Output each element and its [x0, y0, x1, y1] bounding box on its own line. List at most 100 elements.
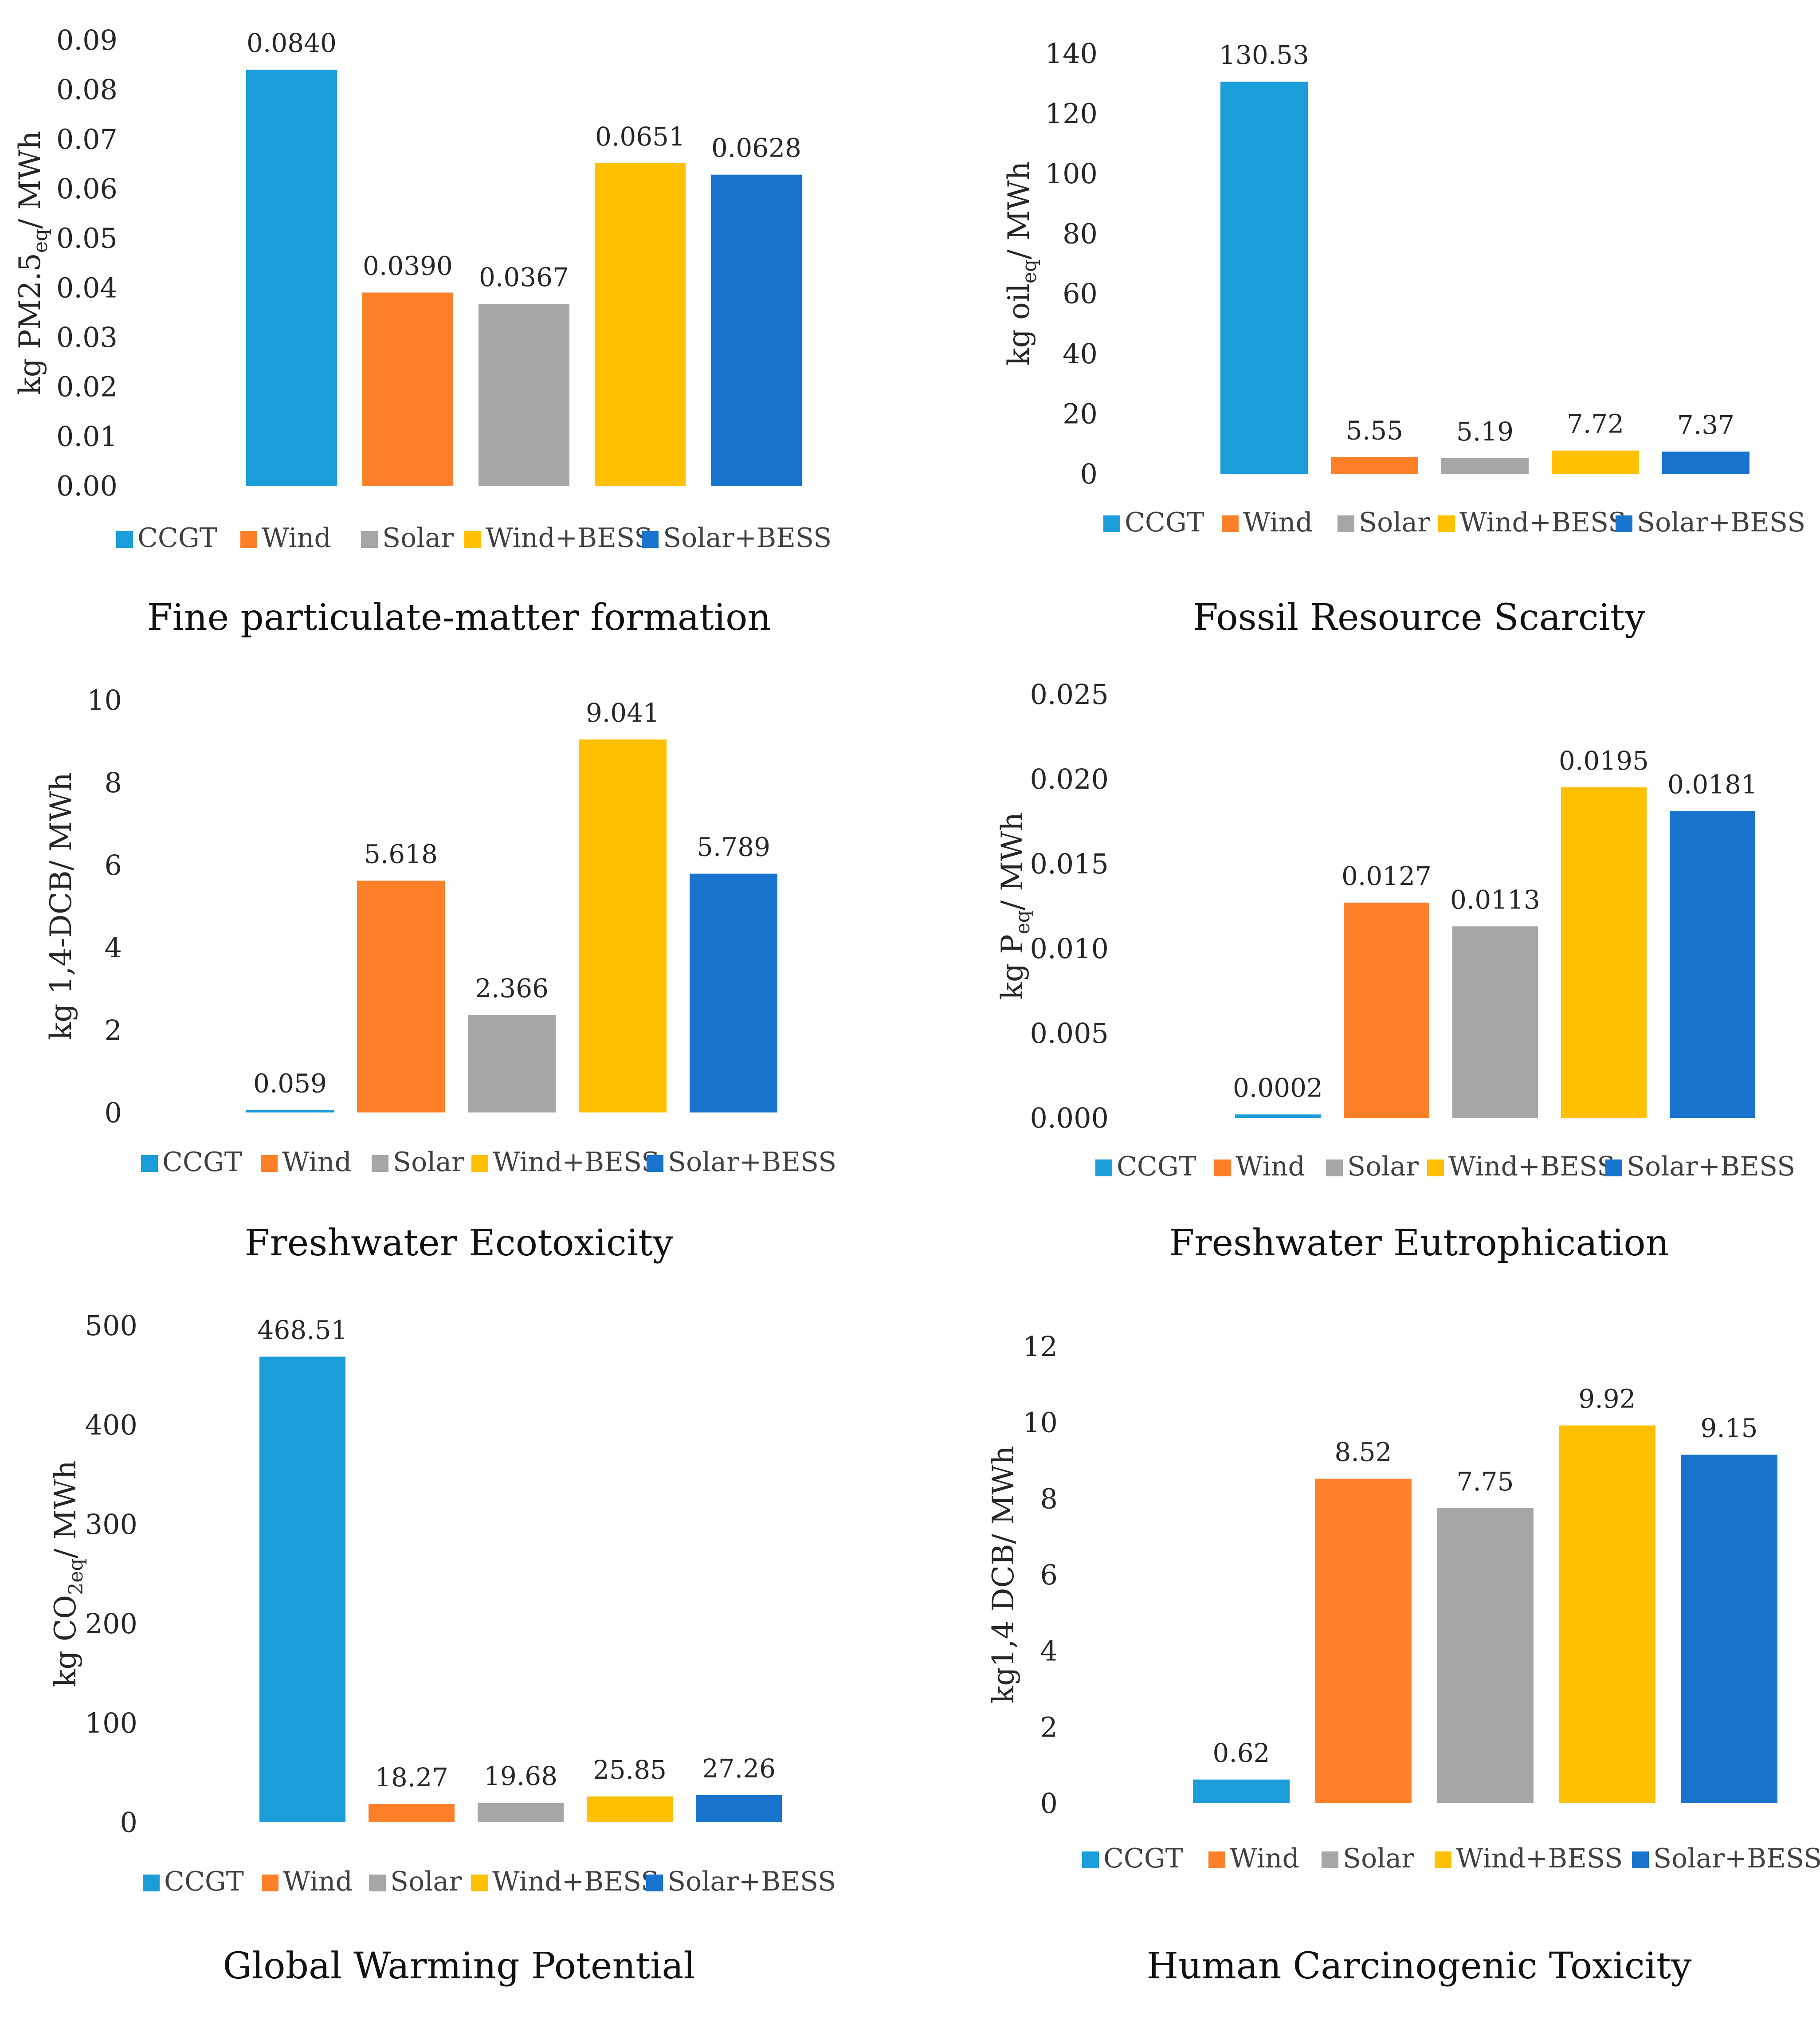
legend-label-ccgt: CCGT	[1125, 507, 1204, 538]
legend-swatch-wind	[261, 1155, 278, 1172]
y-tick-label: 0.04	[56, 271, 118, 304]
legend-swatch-solar-bess	[1632, 1851, 1649, 1868]
data-label-wind-bess: 25.85	[593, 1755, 667, 1785]
data-label-solar-bess: 7.37	[1677, 410, 1734, 440]
bar-solar	[1437, 1508, 1534, 1803]
y-tick-label: 0	[1040, 1787, 1058, 1820]
legend-swatch-ccgt	[1082, 1851, 1099, 1868]
chart-title: Global Warming Potential	[223, 1945, 695, 1987]
y-tick-label: 20	[1063, 398, 1098, 430]
data-label-solar-bess: 0.0628	[711, 133, 801, 163]
y-tick-label: 10	[87, 684, 122, 716]
data-label-wind-bess: 7.72	[1567, 409, 1624, 439]
bar-ccgt	[246, 1110, 334, 1112]
legend-label-ccgt: CCGT	[162, 1147, 242, 1178]
legend-label-ccgt: CCGT	[137, 523, 217, 554]
data-label-solar: 7.75	[1456, 1466, 1514, 1497]
bar-solar-bess	[690, 873, 777, 1112]
y-tick-label: 120	[1045, 97, 1098, 130]
chart-panel-fossil-resource-scarcity: 0 20 40 60 80 100 120 140 kg oileq/ MWh 130.53 5.5…	[1002, 37, 1805, 639]
bar-ccgt	[1193, 1779, 1290, 1803]
legend-label-wind-bess: Wind+BESS	[492, 1866, 659, 1897]
y-tick-label: 6	[1040, 1559, 1058, 1591]
y-tick-label: 80	[1063, 217, 1098, 250]
data-label-wind: 18.27	[375, 1762, 448, 1792]
y-tick-label: 12	[1023, 1330, 1058, 1363]
legend-label-wind-bess: Wind+BESS	[486, 523, 652, 554]
legend: CCGT Wind Solar Wind+BESS Solar+BESS	[141, 1147, 836, 1178]
y-axis-label: kg Peq/ MWh	[995, 812, 1034, 1000]
y-axis-label: kg1,4 DCB/ MWh	[986, 1446, 1020, 1703]
data-label-ccgt: 0.059	[253, 1069, 327, 1099]
legend-swatch-solar	[1322, 1851, 1338, 1868]
y-tick-label: 8	[105, 766, 122, 799]
chart-panel-human-carcinogenic-toxicity: 0 2 4 6 8 10 12 kg1,4 DCB/ MWh 0.62 8.52 7.75 9.92 9…	[986, 1330, 1820, 1987]
bar-solar	[479, 304, 569, 486]
legend-swatch-solar-bess	[646, 1875, 663, 1891]
legend: CCGT Wind Solar Wind+BESS Solar+BESS	[1095, 1151, 1795, 1182]
legend-label-solar: Solar	[382, 523, 454, 554]
legend-label-solar-bess: Solar+BESS	[663, 523, 832, 554]
legend-swatch-solar-bess	[642, 531, 659, 548]
legend-swatch-solar-bess	[1605, 1159, 1622, 1176]
y-tick-label: 0.06	[56, 173, 118, 205]
data-label-solar: 5.19	[1456, 417, 1514, 447]
bar-wind	[1344, 902, 1429, 1118]
bar-solar-bess	[711, 174, 802, 486]
legend-swatch-solar	[1338, 515, 1354, 532]
y-tick-label: 0.09	[56, 24, 118, 56]
y-tick-label: 0	[105, 1097, 122, 1129]
y-tick-label: 200	[85, 1608, 137, 1640]
bar-solar-bess	[1662, 452, 1749, 474]
data-label-ccgt: 0.0002	[1233, 1073, 1323, 1103]
data-label-solar-bess: 9.15	[1700, 1413, 1757, 1443]
y-tick-label: 0.025	[1030, 678, 1109, 711]
legend-label-wind-bess: Wind+BESS	[1448, 1151, 1615, 1182]
legend-label-wind: Wind	[1243, 507, 1313, 538]
legend-label-wind: Wind	[282, 1147, 352, 1178]
y-tick-label: 0.07	[56, 123, 118, 155]
legend-label-solar-bess: Solar+BESS	[668, 1147, 836, 1178]
legend-label-solar-bess: Solar+BESS	[1637, 507, 1805, 538]
y-tick-label: 140	[1045, 37, 1098, 70]
data-label-solar: 0.0113	[1450, 884, 1540, 915]
chart-panel-freshwater-ecotoxicity: 0 2 4 6 8 10 kg 1,4-DCB/ MWh 0.059 5.618 2.366 9.0…	[44, 684, 836, 1264]
y-tick-label: 100	[1045, 157, 1098, 190]
legend-label-wind-bess: Wind+BESS	[1459, 507, 1626, 538]
y-tick-label: 0.08	[56, 74, 118, 106]
legend-swatch-wind	[1208, 1851, 1225, 1868]
chart-title: Fine particulate-matter formation	[147, 597, 771, 639]
legend-swatch-ccgt	[1103, 515, 1120, 532]
legend-label-solar-bess: Solar+BESS	[667, 1866, 836, 1897]
bar-ccgt	[259, 1356, 345, 1822]
bar-solar-bess	[696, 1795, 782, 1822]
legend-swatch-ccgt	[141, 1155, 158, 1172]
legend-label-solar: Solar	[1343, 1843, 1414, 1874]
y-tick-label: 0.00	[56, 470, 118, 502]
y-tick-label: 2	[1040, 1711, 1058, 1743]
legend-label-solar: Solar	[390, 1866, 462, 1897]
chart-panel-freshwater-eutrophication: 0.000 0.005 0.010 0.015 0.020 0.025 kg Peq/ MW…	[995, 678, 1795, 1264]
legend-swatch-ccgt	[116, 531, 133, 548]
y-tick-label: 0.010	[1030, 932, 1109, 965]
legend-label-ccgt: CCGT	[164, 1866, 244, 1897]
legend-label-wind: Wind	[1236, 1151, 1305, 1182]
y-tick-label: 10	[1023, 1407, 1058, 1439]
legend-swatch-wind-bess	[471, 1875, 488, 1891]
legend-label-solar-bess: Solar+BESS	[1627, 1151, 1795, 1182]
data-label-wind-bess: 0.0195	[1559, 746, 1649, 776]
legend-swatch-wind	[1214, 1159, 1231, 1176]
data-label-wind-bess: 9.92	[1578, 1384, 1636, 1414]
data-label-solar-bess: 27.26	[702, 1753, 776, 1784]
bar-wind-bess	[587, 1796, 673, 1822]
legend-swatch-solar	[361, 531, 378, 548]
legend-swatch-wind-bess	[1438, 515, 1455, 532]
y-tick-label: 400	[85, 1409, 137, 1441]
legend-swatch-solar-bess	[647, 1155, 663, 1172]
data-label-solar: 0.0367	[479, 262, 569, 292]
data-label-wind-bess: 9.041	[586, 698, 659, 728]
data-label-wind: 5.618	[364, 839, 438, 869]
bar-wind	[1331, 457, 1418, 474]
legend-label-solar: Solar	[1359, 507, 1430, 538]
y-tick-label: 2	[105, 1014, 122, 1046]
